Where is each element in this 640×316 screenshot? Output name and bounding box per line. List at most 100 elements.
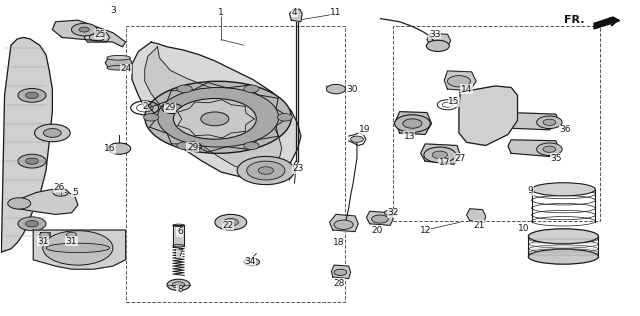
Text: 28: 28 xyxy=(333,279,345,288)
Text: 24: 24 xyxy=(120,64,131,73)
Circle shape xyxy=(424,147,456,163)
Polygon shape xyxy=(395,112,431,135)
Text: 11: 11 xyxy=(330,8,342,17)
Ellipse shape xyxy=(107,55,131,60)
Circle shape xyxy=(244,85,259,93)
Circle shape xyxy=(18,88,46,102)
Circle shape xyxy=(215,214,246,230)
Circle shape xyxy=(157,88,278,147)
Circle shape xyxy=(394,115,430,132)
Text: 29: 29 xyxy=(164,103,176,112)
Circle shape xyxy=(67,232,77,237)
Text: 19: 19 xyxy=(359,125,371,134)
Text: 5: 5 xyxy=(72,188,77,197)
Circle shape xyxy=(18,154,46,168)
Circle shape xyxy=(79,27,90,32)
Text: 25: 25 xyxy=(95,30,106,39)
Text: 29: 29 xyxy=(187,143,198,152)
Circle shape xyxy=(177,142,192,149)
Polygon shape xyxy=(508,140,559,156)
Text: 7: 7 xyxy=(177,249,182,258)
Polygon shape xyxy=(11,189,78,214)
Text: 34: 34 xyxy=(244,257,255,266)
Polygon shape xyxy=(40,232,50,244)
Circle shape xyxy=(385,210,396,216)
Circle shape xyxy=(167,279,190,290)
Text: 2: 2 xyxy=(142,102,148,111)
Text: 13: 13 xyxy=(403,131,415,141)
Circle shape xyxy=(543,146,556,152)
Polygon shape xyxy=(173,225,184,246)
Circle shape xyxy=(8,198,31,209)
Text: 6: 6 xyxy=(177,227,182,236)
Polygon shape xyxy=(444,71,476,91)
Text: 33: 33 xyxy=(429,30,440,39)
Text: 14: 14 xyxy=(461,85,472,94)
Circle shape xyxy=(372,215,388,223)
Polygon shape xyxy=(508,112,559,130)
Text: 9: 9 xyxy=(527,186,533,195)
Text: 20: 20 xyxy=(372,226,383,234)
Ellipse shape xyxy=(107,65,131,70)
Ellipse shape xyxy=(529,229,598,244)
Circle shape xyxy=(244,258,259,266)
Text: 12: 12 xyxy=(419,226,431,234)
Polygon shape xyxy=(459,86,518,145)
Polygon shape xyxy=(52,20,125,47)
Circle shape xyxy=(543,119,556,125)
Polygon shape xyxy=(33,230,125,269)
Text: 26: 26 xyxy=(53,183,65,192)
Circle shape xyxy=(277,113,292,121)
Text: 21: 21 xyxy=(474,221,485,230)
Text: 17: 17 xyxy=(438,158,450,167)
Text: 23: 23 xyxy=(292,164,303,173)
Circle shape xyxy=(145,81,291,153)
Circle shape xyxy=(18,217,46,231)
Circle shape xyxy=(447,76,470,87)
Circle shape xyxy=(44,129,61,137)
Circle shape xyxy=(351,136,364,142)
Text: 36: 36 xyxy=(559,125,571,134)
Circle shape xyxy=(108,143,131,154)
Circle shape xyxy=(40,232,50,237)
Circle shape xyxy=(334,220,353,229)
Text: 31: 31 xyxy=(66,236,77,246)
Text: 3: 3 xyxy=(110,6,116,15)
Text: 1: 1 xyxy=(218,8,224,17)
Ellipse shape xyxy=(46,243,109,252)
Polygon shape xyxy=(132,42,301,178)
Polygon shape xyxy=(367,211,394,225)
Circle shape xyxy=(426,40,449,52)
Circle shape xyxy=(258,167,273,174)
Text: 4: 4 xyxy=(292,8,298,17)
Circle shape xyxy=(26,158,38,164)
Circle shape xyxy=(246,161,285,180)
Circle shape xyxy=(35,124,70,142)
Polygon shape xyxy=(427,33,451,47)
Text: 31: 31 xyxy=(37,236,49,246)
Circle shape xyxy=(72,23,97,36)
Polygon shape xyxy=(594,17,620,29)
Circle shape xyxy=(537,116,562,129)
Circle shape xyxy=(237,156,294,185)
Text: 22: 22 xyxy=(222,221,233,230)
Circle shape xyxy=(26,92,38,99)
Circle shape xyxy=(334,269,347,276)
Text: 10: 10 xyxy=(518,224,530,233)
Polygon shape xyxy=(105,58,132,68)
Text: 30: 30 xyxy=(346,85,358,94)
Polygon shape xyxy=(67,232,77,244)
Text: 18: 18 xyxy=(333,238,345,247)
Circle shape xyxy=(173,99,256,139)
Text: FR.: FR. xyxy=(564,15,584,25)
Ellipse shape xyxy=(173,245,184,247)
Text: 16: 16 xyxy=(104,144,115,153)
Text: 15: 15 xyxy=(448,97,460,106)
Text: 27: 27 xyxy=(454,154,466,162)
Polygon shape xyxy=(332,265,351,279)
Text: 8: 8 xyxy=(177,285,182,294)
Polygon shape xyxy=(84,33,109,42)
Circle shape xyxy=(432,151,447,159)
Polygon shape xyxy=(330,214,358,232)
Circle shape xyxy=(177,85,192,93)
